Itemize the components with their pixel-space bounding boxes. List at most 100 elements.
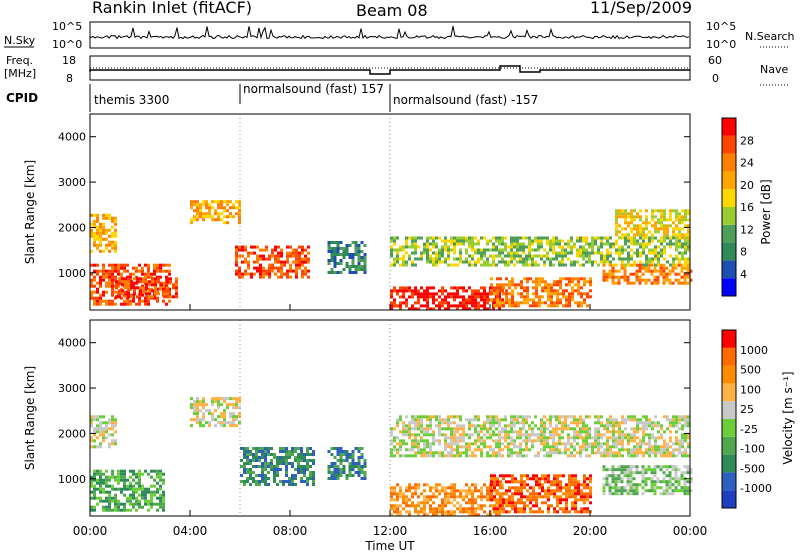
data-cell [620,468,624,472]
data-cell [459,236,462,240]
data-cell [642,433,645,437]
colorbar-tick-label: 25 [740,403,754,416]
data-cell [259,248,262,252]
data-cell [585,248,588,252]
data-cell [528,257,531,261]
data-cell [471,248,474,252]
data-cell [568,474,571,478]
data-cell [441,433,444,437]
data-cell [267,477,270,480]
data-cell [459,418,462,422]
data-cell [502,474,505,478]
data-cell [280,275,283,279]
data-cell [214,209,217,213]
data-cell [306,450,309,453]
data-cell [681,254,684,258]
data-cell [426,307,429,311]
data-cell [586,507,589,511]
data-cell [345,477,349,480]
data-cell [505,498,508,502]
data-cell [556,480,559,484]
data-cell [117,481,120,485]
data-cell [411,260,414,264]
data-cell [605,278,609,282]
data-cell [657,451,660,455]
data-cell [585,436,588,440]
data-cell [465,239,468,243]
data-cell [647,266,651,270]
data-cell [498,251,501,255]
data-cell [511,277,514,281]
data-cell [639,251,642,255]
data-cell [645,242,648,246]
data-cell [564,448,567,452]
data-cell [568,489,571,493]
data-cell [289,275,292,279]
data-cell [666,260,669,264]
data-cell [462,433,465,437]
data-cell [620,489,624,493]
data-cell [147,487,150,491]
data-cell [438,418,441,422]
data-cell [514,477,517,481]
data-cell [312,474,315,477]
data-cell [537,454,540,458]
data-cell [93,213,96,217]
data-cell [399,286,402,290]
data-cell [529,277,532,281]
data-cell [684,224,687,228]
data-cell [276,462,279,465]
data-cell [111,266,114,270]
data-cell [543,236,546,240]
data-cell [498,418,501,422]
data-cell [636,212,639,216]
data-cell [190,206,193,210]
data-cell [417,483,420,487]
data-cell [636,230,639,234]
data-cell [96,231,99,235]
data-cell [571,492,574,496]
data-cell [99,421,102,425]
data-cell [641,486,645,490]
data-cell [624,236,627,240]
data-cell [636,254,639,258]
data-cell [435,424,438,428]
data-cell [573,445,576,449]
data-cell [669,212,672,216]
data-cell [190,200,193,204]
data-cell [660,436,663,440]
data-cell [540,239,543,243]
data-cell [258,483,261,486]
data-cell [90,505,93,509]
data-cell [656,281,660,285]
data-cell [520,286,523,290]
data-cell [543,433,546,437]
data-cell [495,421,498,425]
data-cell [633,418,636,422]
data-cell [573,454,576,458]
data-cell [526,495,529,499]
data-cell [496,286,499,290]
data-cell [477,504,480,508]
data-cell [193,209,196,213]
data-cell [612,430,615,434]
data-cell [105,505,108,509]
data-cell [639,230,642,234]
data-cell [687,236,690,240]
data-cell [508,301,511,305]
data-cell [672,209,675,213]
cpid-segment-2: normalsound (fast) 157 [243,82,384,96]
data-cell [588,436,591,440]
data-cell [150,469,153,473]
data-cell [502,501,505,505]
data-cell [496,480,499,484]
data-cell [651,427,654,431]
data-cell [411,418,414,422]
data-cell [136,286,139,290]
data-cell [550,304,553,308]
data-cell [420,451,423,455]
data-cell [285,465,288,468]
data-cell [393,298,396,302]
data-cell [256,257,259,261]
data-cell [217,203,220,207]
